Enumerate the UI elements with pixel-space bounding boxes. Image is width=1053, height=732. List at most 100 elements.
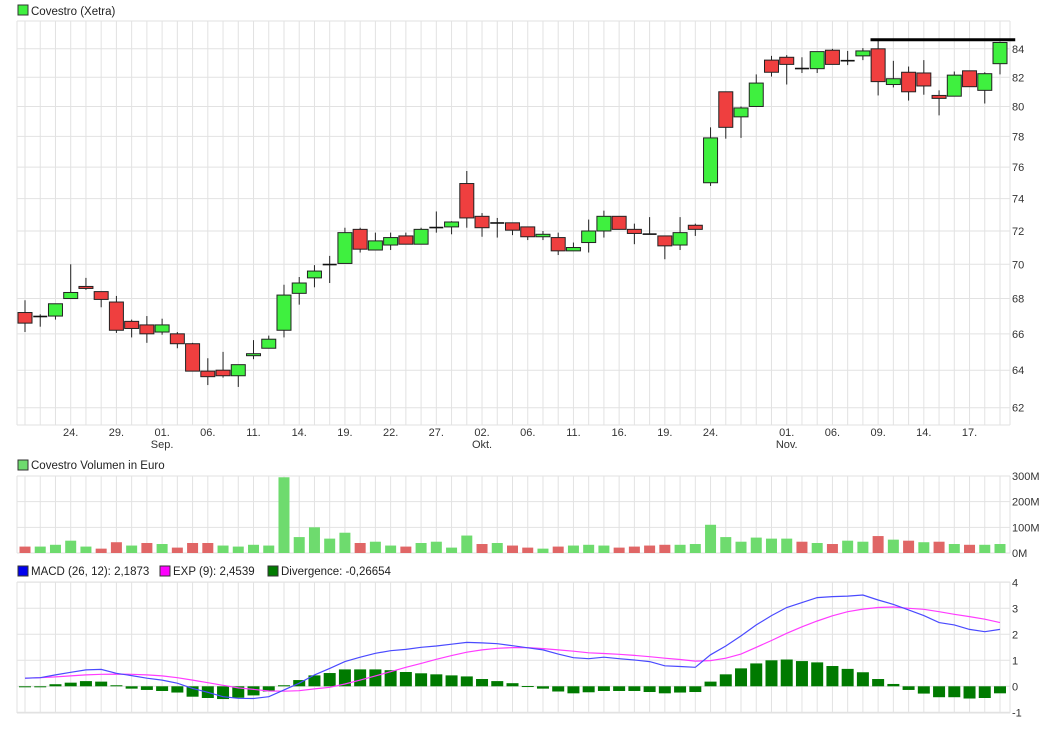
- candlestick: [352, 227, 368, 253]
- x-axis-tick-label: 09.: [870, 427, 885, 439]
- volume-axis-tick-label: 0M: [1012, 548, 1027, 560]
- candle-body-down: [185, 343, 201, 372]
- macd-legend-swatch: [17, 565, 29, 577]
- volume-bar: [964, 544, 976, 553]
- volume-bar: [903, 540, 915, 553]
- divergence-bar: [247, 686, 260, 696]
- candle-body-up: [47, 303, 63, 317]
- candlestick: [703, 127, 719, 186]
- candlestick: [200, 358, 216, 386]
- divergence-bar: [338, 669, 351, 687]
- divergence-bar: [262, 686, 275, 692]
- volume-bar: [613, 547, 625, 553]
- volume-bar: [979, 544, 991, 553]
- candle-body-up: [383, 237, 399, 246]
- candle-body-up: [291, 282, 307, 294]
- candlestick: [992, 41, 1008, 75]
- candle-body-down: [398, 235, 414, 245]
- candlestick: [824, 48, 840, 65]
- divergence-bar: [399, 672, 412, 687]
- divergence-bar: [521, 686, 534, 688]
- candle-body-up: [535, 233, 551, 238]
- candlestick: [429, 211, 444, 233]
- candle-body-down: [611, 215, 627, 230]
- candle-body-up: [261, 338, 277, 349]
- volume-bar: [750, 537, 762, 553]
- divergence-bar: [750, 663, 763, 687]
- volume-bar: [34, 546, 46, 553]
- candlestick: [154, 318, 170, 335]
- divergence-bar: [826, 666, 839, 687]
- x-axis-tick-label: 11.: [566, 427, 580, 439]
- candle-body-down: [779, 56, 795, 65]
- divergence-bar: [780, 659, 793, 687]
- candle-body-down: [824, 49, 840, 65]
- divergence-bar: [536, 686, 549, 689]
- candlestick: [962, 70, 978, 88]
- divergence-bar: [186, 686, 199, 697]
- candle-body-up: [154, 324, 170, 333]
- x-axis-tick-label: 19.: [657, 427, 672, 439]
- divergence-bar: [156, 686, 169, 691]
- volume-bar: [689, 544, 701, 553]
- candlestick: [763, 55, 779, 77]
- candle-body-down: [17, 312, 33, 324]
- candlestick: [261, 335, 277, 349]
- volume-bar: [141, 542, 153, 553]
- candle-body-down: [687, 224, 703, 230]
- volume-bar: [705, 524, 717, 553]
- candlestick: [490, 217, 505, 238]
- candle-body-up: [977, 73, 993, 91]
- candlestick: [565, 242, 581, 252]
- candle-body-down: [870, 48, 886, 83]
- divergence-bar: [658, 686, 671, 694]
- candlestick: [124, 319, 140, 338]
- divergence-bar: [369, 669, 382, 687]
- candlestick: [246, 340, 262, 360]
- candle-body-down: [352, 228, 368, 250]
- volume-bar: [232, 546, 244, 553]
- divergence-bar: [811, 662, 824, 687]
- candle-body-up: [809, 51, 825, 70]
- volume-legend-swatch: [17, 459, 29, 471]
- volume-bar: [171, 547, 183, 553]
- candle-body-up: [63, 291, 79, 300]
- candle-body-up: [596, 215, 612, 232]
- x-axis-tick-label: 27.: [429, 427, 444, 439]
- divergence-bar: [171, 686, 184, 693]
- divergence-bar: [887, 683, 900, 687]
- x-axis-month-label: Sep.: [151, 439, 174, 451]
- candle-body-up: [230, 364, 246, 377]
- price-legend-swatch: [17, 4, 29, 16]
- volume-legend-label: Covestro Volumen in Euro: [31, 460, 165, 472]
- volume-bar: [507, 545, 518, 553]
- volume-bar: [461, 535, 473, 553]
- volume-bar: [872, 536, 884, 553]
- candle-body-up: [992, 41, 1008, 65]
- divergence-bar: [384, 670, 397, 687]
- divergence-bar: [613, 686, 626, 691]
- candle-body-down: [718, 91, 734, 128]
- candle-body-down: [550, 237, 566, 252]
- candle-body-down: [108, 301, 124, 331]
- candle-body-down: [215, 369, 231, 377]
- candle-body-down: [93, 291, 109, 300]
- divergence-bar: [719, 674, 732, 687]
- candle-body-down: [505, 222, 520, 231]
- divergence-bar: [232, 686, 245, 698]
- volume-bar: [126, 545, 138, 553]
- candlestick: [398, 232, 414, 245]
- volume-axis-tick-label: 100M: [1012, 522, 1040, 534]
- volume-bar: [583, 544, 595, 553]
- candlestick: [276, 284, 292, 338]
- price-axis-tick-label: 76: [1012, 162, 1024, 174]
- divergence-bar: [704, 681, 717, 687]
- volume-bar: [842, 540, 854, 553]
- candle-body-down: [124, 320, 140, 329]
- divergence-bar: [140, 686, 153, 690]
- candlestick: [139, 316, 155, 343]
- candlestick: [642, 217, 657, 235]
- price-axis-tick-label: 82: [1012, 72, 1024, 84]
- volume-bar: [918, 542, 930, 553]
